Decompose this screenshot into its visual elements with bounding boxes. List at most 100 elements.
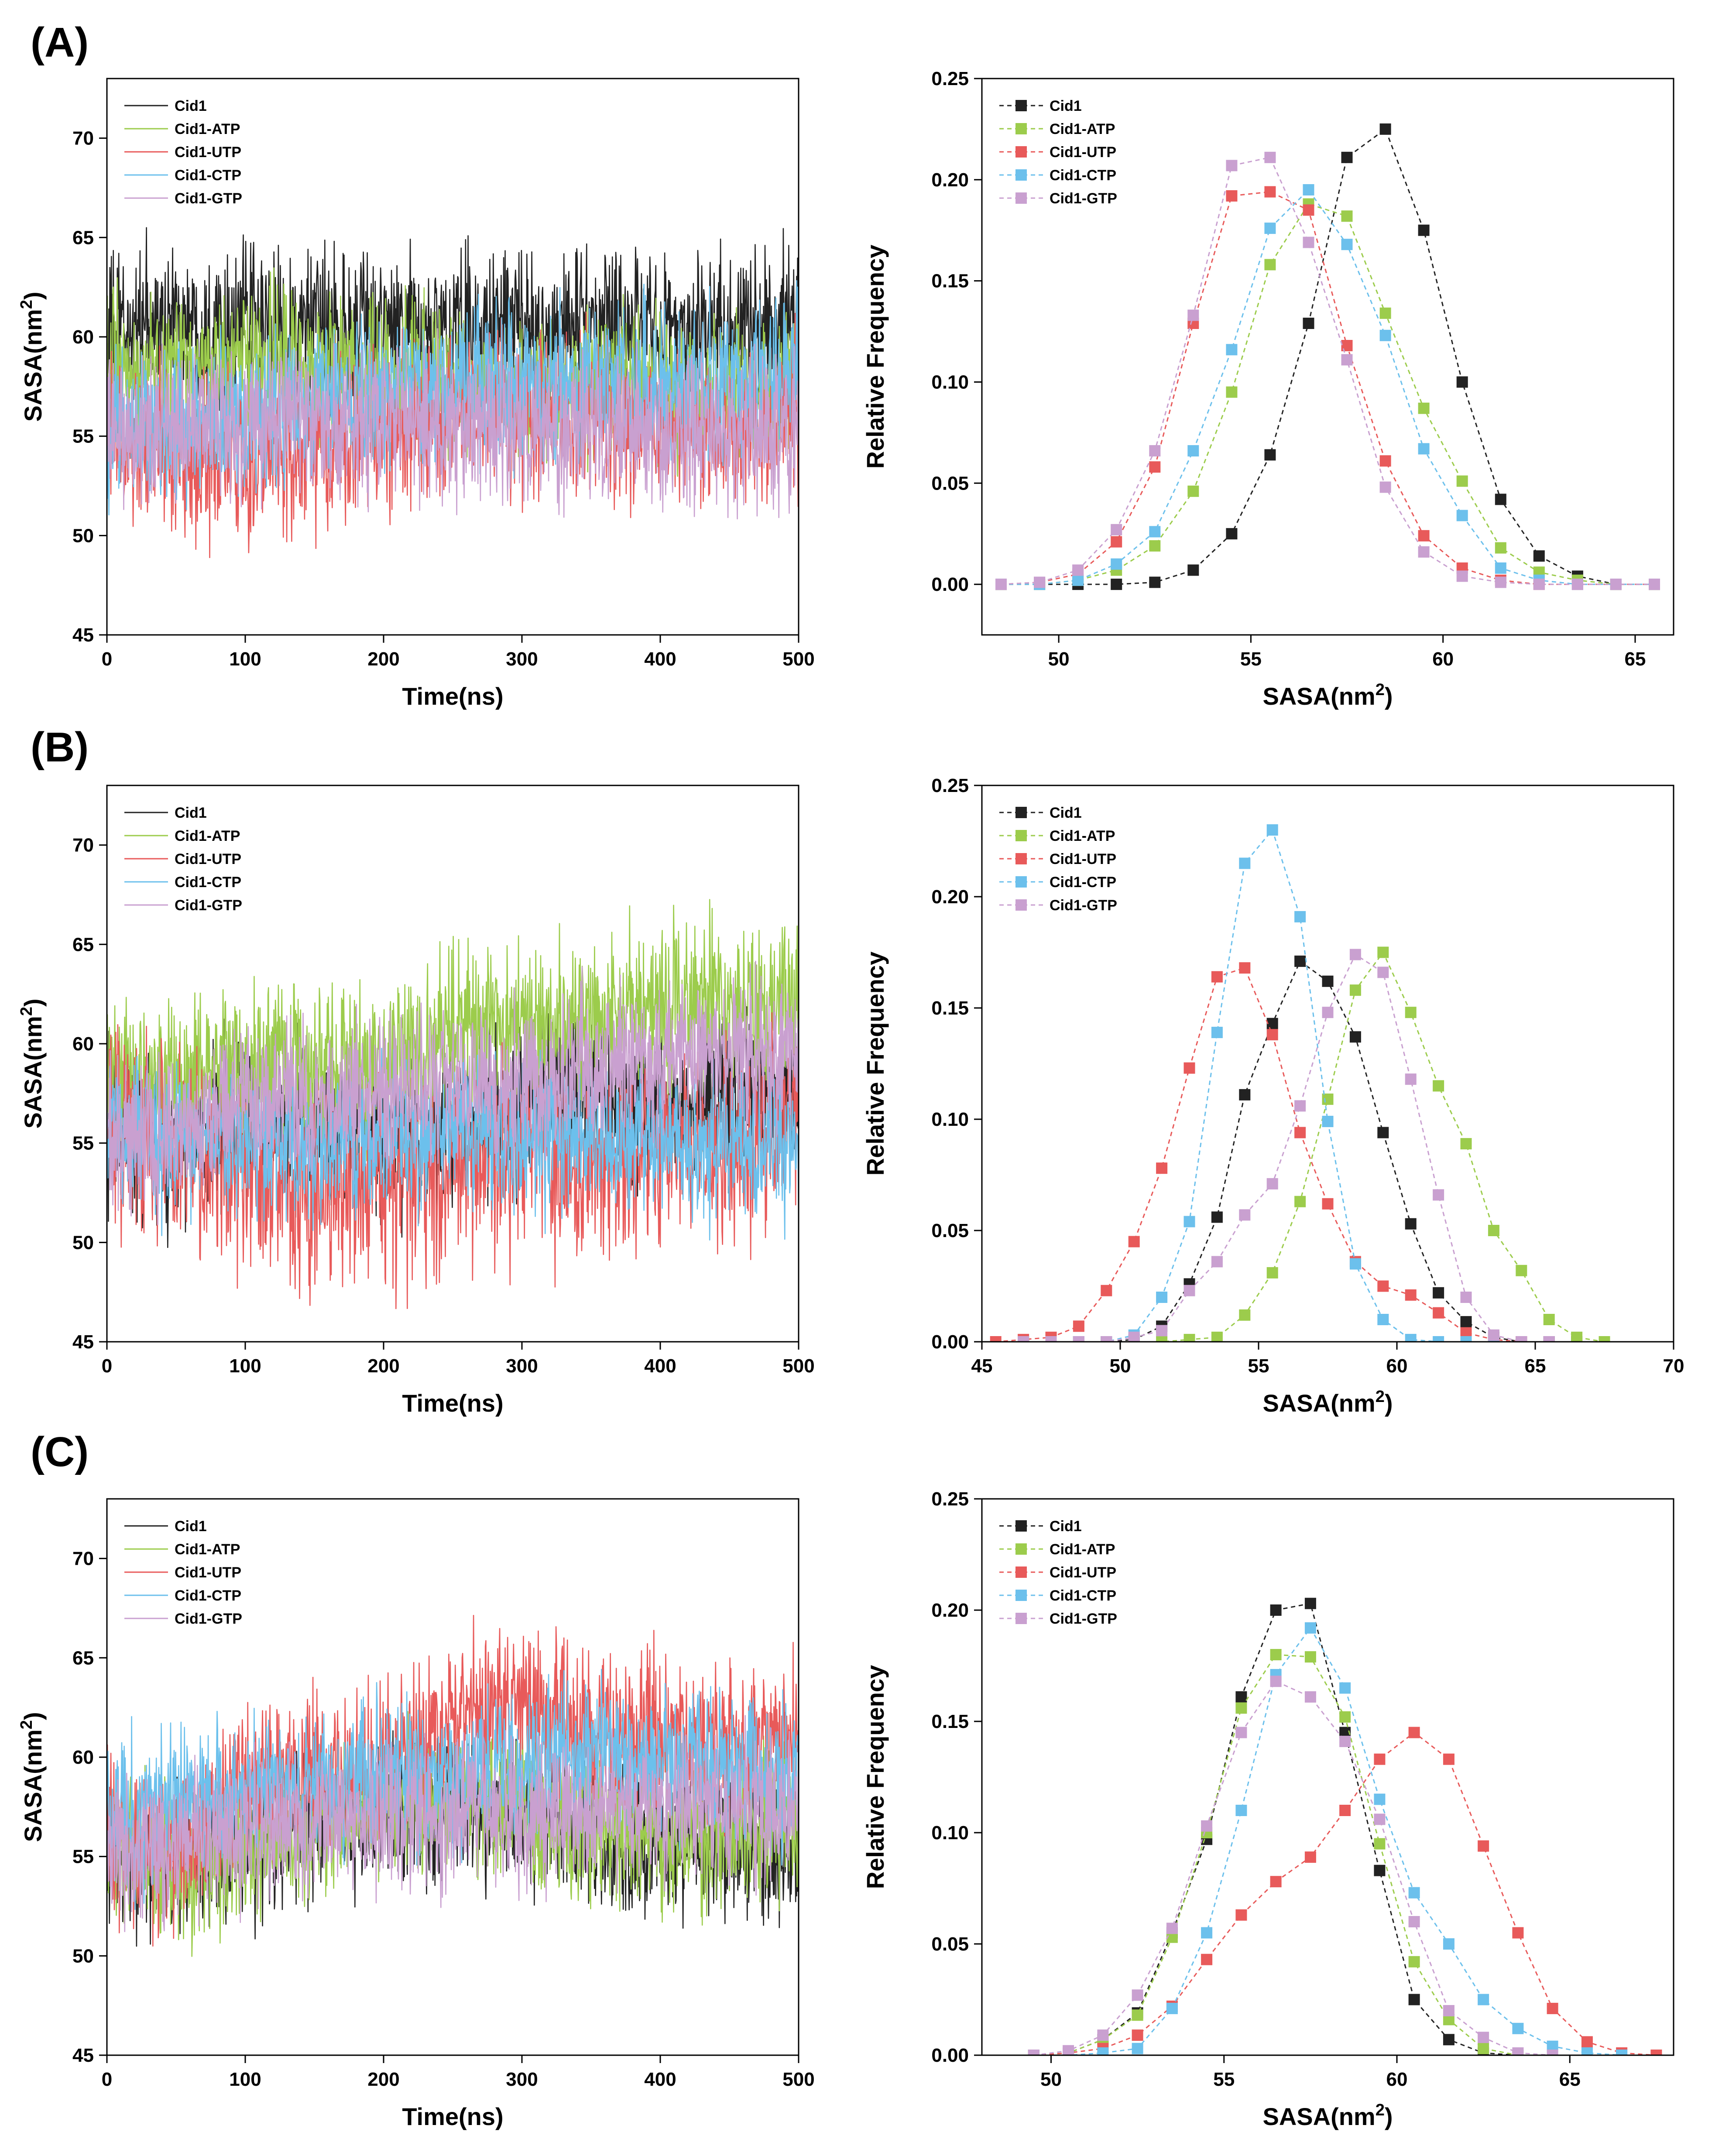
charts: 0 100 200 300 400 500455055606570Time(ns)SASA… bbox=[17, 68, 1684, 2130]
data-point-cid1 bbox=[1374, 1865, 1386, 1876]
x-tick-label: 45 bbox=[971, 1355, 993, 1377]
data-point-cid1-atp bbox=[1405, 1007, 1417, 1018]
data-point-cid1-utp bbox=[1149, 461, 1161, 473]
data-point-cid1-gtp bbox=[1443, 2005, 1455, 2016]
data-point-cid1-ctp bbox=[1264, 223, 1276, 234]
y-tick-label: 0.20 bbox=[931, 886, 969, 908]
y-tick-label: 0.10 bbox=[931, 371, 969, 393]
data-point-cid1-utp bbox=[1303, 204, 1314, 216]
data-point-cid1-gtp bbox=[1235, 1727, 1247, 1738]
data-point-cid1 bbox=[1408, 1994, 1420, 2005]
data-point-cid1-atp bbox=[1132, 2009, 1143, 2021]
legend-marker-cid1-ctp bbox=[1015, 1590, 1027, 1601]
x-tick-label: 300 bbox=[506, 648, 538, 670]
x-tick-label: 500 bbox=[782, 648, 814, 670]
x-tick-label: 400 bbox=[644, 648, 676, 670]
x-tick-label: 65 bbox=[1624, 648, 1646, 670]
data-point-cid1-ctp bbox=[1495, 562, 1506, 574]
data-point-cid1-gtp bbox=[1018, 1336, 1029, 1342]
data-point-cid1-atp bbox=[1187, 485, 1199, 497]
data-point-cid1 bbox=[1456, 376, 1468, 388]
data-point-cid1 bbox=[1533, 550, 1545, 562]
data-point-cid1-utp bbox=[1443, 1753, 1455, 1765]
panel-label-c: (C) bbox=[31, 1429, 89, 1475]
plot-area bbox=[990, 824, 1610, 1342]
panel-label-b: (B) bbox=[31, 724, 89, 771]
chart-c-dist: 50 55 60 65 0.00 0.05 0.10 0.15 0.20 0.25 SASA(nm2… bbox=[861, 1488, 1674, 2130]
x-tick-label: 100 bbox=[229, 2069, 261, 2090]
plot-area bbox=[107, 227, 799, 558]
data-point-cid1-atp bbox=[1294, 1196, 1306, 1207]
data-point-cid1-utp bbox=[1547, 2002, 1558, 2014]
data-point-cid1-gtp bbox=[1408, 1916, 1420, 1927]
data-point-cid1-gtp bbox=[1571, 579, 1583, 590]
legend-label-cid1-utp: Cid1-UTP bbox=[175, 851, 241, 867]
data-point-cid1 bbox=[1187, 564, 1199, 576]
data-point-cid1-gtp bbox=[1488, 1329, 1499, 1341]
legend: Cid1 Cid1-ATP Cid1-UTP Cid1-CTP Cid1-GTP bbox=[124, 98, 242, 207]
data-point-cid1-atp bbox=[1184, 1333, 1195, 1342]
y-tick-label: 0.25 bbox=[931, 68, 969, 89]
legend-label-cid1-utp: Cid1-UTP bbox=[175, 144, 241, 161]
legend-label-cid1-ctp: Cid1-CTP bbox=[175, 167, 241, 184]
series-line-cid1-atp bbox=[1001, 203, 1654, 585]
data-point-cid1-ctp bbox=[1166, 2002, 1178, 2014]
data-point-cid1-gtp bbox=[1045, 1336, 1057, 1342]
data-point-cid1-utp bbox=[1581, 2036, 1593, 2048]
data-point-cid1-atp bbox=[1543, 1314, 1555, 1325]
y-tick-label: 45 bbox=[72, 1331, 94, 1353]
x-tick-label: 200 bbox=[367, 2069, 399, 2090]
y-tick-label: 50 bbox=[72, 525, 94, 546]
x-tick-label: 60 bbox=[1386, 1355, 1408, 1377]
x-tick-label: 0 bbox=[102, 648, 112, 670]
legend-label-cid1-ctp: Cid1-CTP bbox=[1050, 874, 1116, 891]
x-tick-label: 200 bbox=[367, 648, 399, 670]
y-axis-title: SASA(nm2) bbox=[17, 291, 47, 422]
data-point-cid1-utp bbox=[1073, 1320, 1084, 1332]
x-axis-title: SASA(nm2) bbox=[1262, 681, 1393, 710]
data-point-cid1-atp bbox=[1235, 1702, 1247, 1714]
y-axis-title: SASA(nm2) bbox=[17, 998, 47, 1128]
data-point-cid1-utp bbox=[1478, 1840, 1489, 1852]
series-line-cid1-atp bbox=[1023, 951, 1605, 1342]
data-point-cid1 bbox=[1270, 1604, 1282, 1616]
data-point-cid1-utp bbox=[1111, 536, 1122, 548]
y-tick-label: 50 bbox=[72, 1232, 94, 1253]
y-tick-label: 65 bbox=[72, 227, 94, 248]
series-line-cid1-utp bbox=[107, 1012, 799, 1309]
legend-label-cid1-gtp: Cid1-GTP bbox=[1050, 1611, 1117, 1627]
legend-label-cid1-atp: Cid1-ATP bbox=[1050, 1541, 1115, 1558]
legend-marker-cid1-gtp bbox=[1015, 1613, 1027, 1624]
data-point-cid1-gtp bbox=[1270, 1676, 1282, 1687]
data-point-cid1-ctp bbox=[1304, 1622, 1316, 1634]
data-point-cid1 bbox=[1149, 576, 1161, 588]
data-point-cid1-gtp bbox=[1303, 237, 1314, 248]
plot-frame bbox=[106, 1498, 799, 2056]
data-point-cid1-utp bbox=[1132, 2029, 1143, 2041]
legend-marker-cid1 bbox=[1015, 807, 1027, 818]
data-point-cid1-utp bbox=[1235, 1909, 1247, 1921]
data-point-cid1-utp bbox=[1379, 455, 1391, 467]
data-point-cid1 bbox=[1433, 1287, 1444, 1299]
plot-area bbox=[107, 899, 799, 1309]
data-point-cid1-utp bbox=[1201, 1954, 1213, 1965]
data-point-cid1-gtp bbox=[1543, 1336, 1555, 1342]
y-tick-label: 0.15 bbox=[931, 271, 969, 292]
data-point-cid1-gtp bbox=[1028, 2050, 1039, 2055]
data-point-cid1-gtp bbox=[1184, 1285, 1195, 1296]
x-tick-label: 65 bbox=[1559, 2069, 1581, 2090]
y-tick-label: 0.15 bbox=[931, 997, 969, 1019]
data-point-cid1-utp bbox=[1374, 1753, 1386, 1765]
data-point-cid1-ctp bbox=[1201, 1927, 1213, 1939]
data-point-cid1 bbox=[1226, 528, 1238, 540]
data-point-cid1-utp bbox=[1211, 971, 1223, 983]
y-tick-label: 60 bbox=[72, 326, 94, 348]
data-point-cid1-utp bbox=[1433, 1307, 1444, 1319]
data-point-cid1-atp bbox=[1460, 1138, 1472, 1150]
series-line-cid1-gtp bbox=[107, 1715, 799, 1932]
data-point-cid1-ctp bbox=[1460, 1336, 1472, 1342]
data-point-cid1-utp bbox=[1101, 1285, 1112, 1296]
data-point-cid1-gtp bbox=[1433, 1189, 1444, 1201]
y-tick-label: 0.20 bbox=[931, 169, 969, 191]
